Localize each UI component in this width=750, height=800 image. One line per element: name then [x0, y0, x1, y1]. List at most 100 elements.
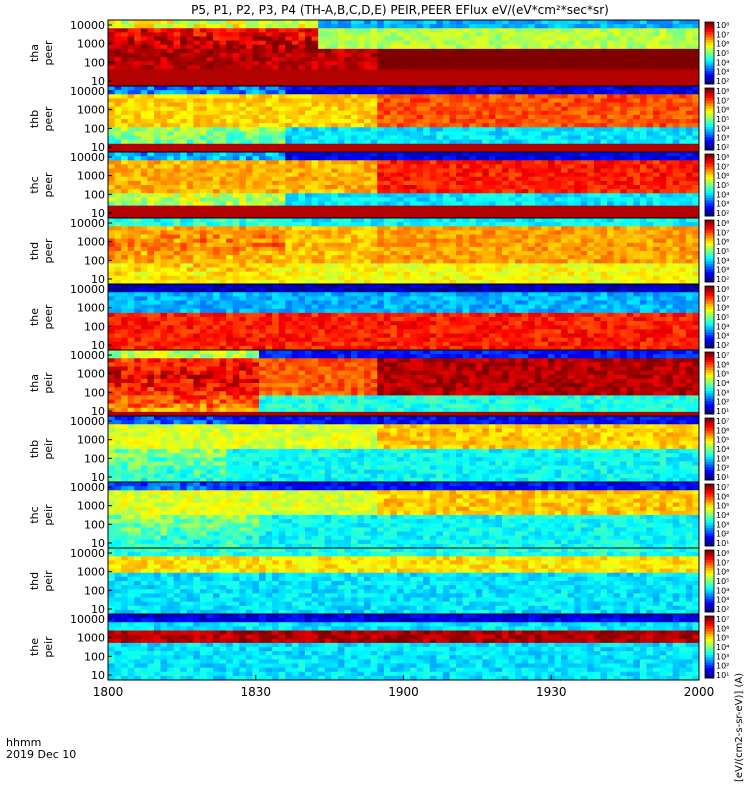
- heatmap-cell: [285, 90, 293, 95]
- heatmap-cell: [324, 267, 332, 273]
- heatmap-cell: [502, 201, 509, 207]
- heatmap-cell: [534, 94, 542, 99]
- heatmap-cell: [587, 135, 595, 141]
- heatmap-cell: [423, 139, 431, 145]
- heatmap-cell: [679, 127, 687, 132]
- heatmap-cell: [672, 40, 680, 46]
- heatmap-cell: [403, 176, 411, 182]
- heatmap-cell: [567, 69, 575, 75]
- heatmap-cell: [692, 24, 700, 29]
- heatmap-cell: [593, 205, 601, 211]
- heatmap-cell: [429, 205, 437, 211]
- heatmap-cell: [331, 160, 339, 165]
- heatmap-cell: [147, 193, 155, 198]
- heatmap-cell: [390, 73, 398, 79]
- heatmap-cell: [134, 57, 142, 62]
- heatmap-cell: [245, 275, 253, 281]
- heatmap-cell: [193, 53, 201, 58]
- heatmap-cell: [173, 176, 181, 182]
- heatmap-cell: [344, 127, 352, 132]
- heatmap-cell: [232, 275, 240, 281]
- heatmap-cell: [396, 77, 404, 83]
- heatmap-cell: [140, 65, 148, 70]
- heatmap-cell: [436, 53, 444, 58]
- heatmap-cell: [469, 106, 477, 112]
- heatmap-cell: [547, 61, 555, 66]
- heatmap-cell: [121, 40, 129, 46]
- heatmap-cell: [554, 36, 562, 42]
- heatmap-cell: [121, 131, 129, 136]
- heatmap-cell: [580, 213, 588, 219]
- heatmap-cell: [147, 81, 155, 87]
- heatmap-cell: [456, 81, 463, 87]
- heatmap-cell: [442, 180, 450, 186]
- heatmap-cell: [482, 185, 490, 190]
- heatmap-cell: [449, 139, 457, 145]
- heatmap-cell: [285, 86, 293, 91]
- heatmap-cell: [528, 189, 536, 194]
- heatmap-cell: [475, 152, 483, 157]
- heatmap-cell: [442, 197, 450, 202]
- heatmap-cell: [508, 65, 516, 70]
- heatmap-cell: [173, 259, 181, 264]
- heatmap-cell: [285, 40, 293, 46]
- heatmap-cell: [324, 275, 332, 281]
- heatmap-cell: [561, 28, 569, 33]
- heatmap-cell: [613, 213, 621, 219]
- panel-label-line2: peer: [42, 40, 55, 66]
- heatmap-cell: [554, 139, 562, 145]
- heatmap-cell: [252, 189, 260, 194]
- heatmap-cell: [114, 98, 122, 103]
- heatmap-cell: [311, 57, 319, 62]
- heatmap-cell: [206, 77, 214, 83]
- heatmap-cell: [121, 164, 129, 169]
- heatmap-cell: [180, 40, 188, 46]
- heatmap-cell: [226, 114, 234, 120]
- heatmap-cell: [311, 123, 319, 128]
- heatmap-cell: [567, 185, 575, 190]
- heatmap-cell: [587, 180, 595, 186]
- heatmap-cell: [390, 53, 398, 58]
- heatmap-cell: [534, 152, 542, 157]
- heatmap-cell: [534, 65, 542, 70]
- heatmap-cell: [666, 44, 674, 50]
- heatmap-cell: [160, 147, 168, 153]
- heatmap-cell: [554, 180, 562, 186]
- heatmap-cell: [423, 24, 431, 29]
- heatmap-cell: [547, 98, 555, 103]
- heatmap-cell: [383, 106, 391, 112]
- heatmap-cell: [298, 275, 306, 281]
- heatmap-cell: [633, 213, 641, 219]
- heatmap-cell: [475, 147, 483, 153]
- heatmap-cell: [462, 197, 470, 202]
- heatmap-cell: [272, 230, 280, 235]
- heatmap-cell: [245, 131, 253, 136]
- heatmap-cell: [692, 176, 700, 182]
- heatmap-cell: [390, 81, 398, 87]
- heatmap-cell: [554, 73, 562, 79]
- heatmap-cell: [291, 209, 299, 215]
- heatmap-cell: [442, 36, 450, 42]
- heatmap-cell: [672, 24, 680, 29]
- heatmap-cell: [423, 81, 431, 87]
- heatmap-cell: [350, 193, 358, 198]
- heatmap-cell: [193, 106, 201, 112]
- heatmap-cell: [685, 77, 693, 83]
- heatmap-cell: [265, 259, 273, 264]
- heatmap-cell: [324, 143, 332, 149]
- heatmap-cell: [318, 160, 326, 165]
- heatmap-cell: [127, 65, 135, 70]
- heatmap-cell: [298, 127, 306, 132]
- heatmap-cell: [213, 57, 221, 62]
- heatmap-cell: [607, 86, 615, 91]
- heatmap-cell: [482, 77, 490, 83]
- heatmap-cell: [377, 90, 385, 95]
- heatmap-cell: [226, 131, 234, 136]
- heatmap-cell: [193, 65, 201, 70]
- heatmap-cell: [521, 135, 529, 141]
- heatmap-cell: [298, 164, 306, 169]
- heatmap-cell: [193, 44, 201, 50]
- heatmap-cell: [252, 180, 260, 186]
- heatmap-cell: [383, 57, 391, 62]
- heatmap-cell: [173, 73, 181, 79]
